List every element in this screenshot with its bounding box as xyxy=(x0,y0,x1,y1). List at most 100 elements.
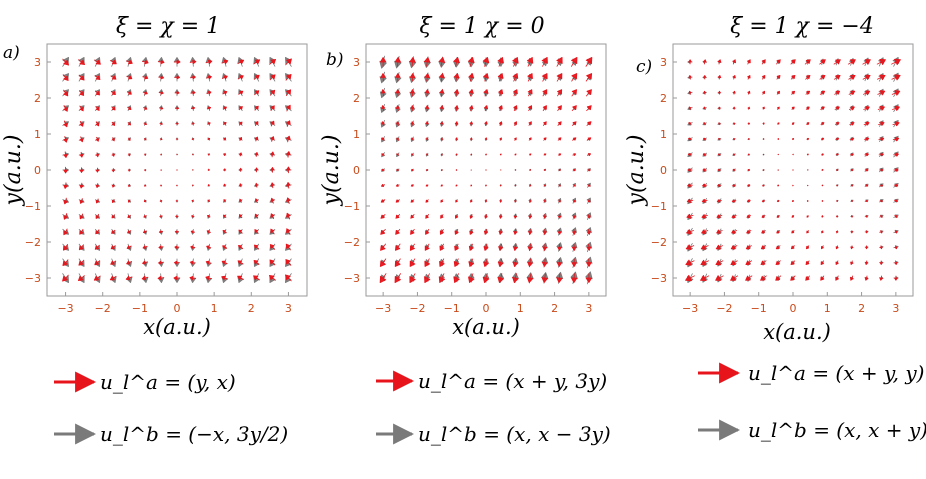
field-a-arrow xyxy=(79,120,84,127)
field-a-arrow xyxy=(424,73,430,82)
field-a-arrow xyxy=(286,151,291,158)
field-a-arrow xyxy=(253,59,261,65)
field-a-arrow xyxy=(79,136,84,143)
field-a-arrow xyxy=(79,182,84,189)
panel-a-arrows xyxy=(62,57,292,283)
field-a-arrow xyxy=(409,73,416,82)
field-a-arrow xyxy=(732,59,736,65)
field-a-arrow xyxy=(410,105,415,111)
field-a-arrow xyxy=(141,59,149,65)
field-a-arrow xyxy=(556,273,563,283)
field-a-arrow xyxy=(485,169,487,171)
field-a-arrow xyxy=(440,121,444,126)
field-a-arrow xyxy=(190,75,196,80)
field-a-arrow xyxy=(762,138,765,140)
field-a-arrow xyxy=(499,199,502,203)
field-a-arrow xyxy=(126,245,132,249)
panel-b: ξ = 1 χ = 0 b) −3 −3 −2 −2 −1 −1 0 0 1 1 2 2 3 3 x(a.… xyxy=(319,14,607,339)
field-a-arrow xyxy=(572,229,577,235)
field-a-arrow xyxy=(541,57,548,67)
field-a-arrow xyxy=(221,59,229,65)
field-a-arrow xyxy=(820,260,825,265)
field-a-arrow xyxy=(439,105,444,111)
panel-b-xlabel: x(a.u.) xyxy=(452,315,520,339)
field-a-arrow xyxy=(792,169,794,171)
y-tick-label: 0 xyxy=(353,164,360,177)
field-a-arrow xyxy=(790,59,796,65)
field-a-arrow xyxy=(174,75,180,80)
field-a-arrow xyxy=(63,228,68,236)
x-tick-label: 1 xyxy=(211,302,218,315)
field-a-arrow xyxy=(529,184,531,187)
field-a-arrow xyxy=(144,184,147,187)
field-a-arrow xyxy=(718,122,721,125)
field-a-arrow xyxy=(700,259,709,266)
field-a-arrow xyxy=(109,275,117,281)
field-a-arrow xyxy=(62,58,69,66)
field-a-arrow xyxy=(747,184,751,187)
field-a-arrow xyxy=(270,213,275,220)
panel-a-xlabel: x(a.u.) xyxy=(143,315,211,339)
field-a-arrow xyxy=(715,275,724,281)
field-a-arrow xyxy=(127,214,131,218)
field-a-arrow xyxy=(716,229,723,234)
field-a-arrow xyxy=(269,259,276,266)
field-a-arrow xyxy=(865,230,868,234)
field-a-arrow xyxy=(93,275,101,281)
field-a-arrow xyxy=(572,184,576,187)
panel-b-tag: b) xyxy=(326,50,344,70)
field-a-arrow xyxy=(894,245,898,250)
field-a-arrow xyxy=(587,168,591,172)
field-a-arrow xyxy=(127,106,132,110)
field-a-arrow xyxy=(95,229,100,235)
field-a-arrow xyxy=(718,138,721,141)
x-tick-label: 0 xyxy=(174,302,181,315)
x-tick-label: −2 xyxy=(409,302,425,315)
field-a-arrow xyxy=(395,89,401,97)
field-a-arrow xyxy=(497,258,504,267)
field-a-arrow xyxy=(776,90,780,95)
field-a-arrow xyxy=(878,137,885,142)
field-a-arrow xyxy=(514,137,517,141)
field-a-arrow xyxy=(557,121,562,126)
field-a-arrow xyxy=(746,214,752,218)
field-a-arrow xyxy=(527,89,533,97)
field-a-arrow xyxy=(557,243,562,251)
legend-a-red-text: u_l^a = (y, x) xyxy=(100,370,236,394)
field-a-arrow xyxy=(468,89,474,97)
field-a-arrow xyxy=(380,228,386,235)
field-a-arrow xyxy=(571,121,577,126)
field-a-arrow xyxy=(850,199,853,202)
panel-b-arrows xyxy=(379,55,593,285)
field-a-arrow xyxy=(717,59,722,65)
field-a-arrow xyxy=(238,106,243,111)
field-a-arrow xyxy=(498,243,504,251)
x-tick-label: 2 xyxy=(551,302,558,315)
field-a-arrow xyxy=(700,244,709,250)
field-a-arrow xyxy=(542,258,548,267)
field-a-arrow xyxy=(159,122,163,125)
field-a-arrow xyxy=(207,168,210,171)
field-a-arrow xyxy=(286,120,291,127)
field-a-arrow xyxy=(395,105,400,111)
field-a-arrow xyxy=(128,168,131,172)
field-a-arrow xyxy=(864,137,870,141)
field-a-arrow xyxy=(688,90,692,95)
field-a-arrow xyxy=(221,260,228,265)
field-a-arrow xyxy=(571,258,577,267)
field-a-arrow xyxy=(142,75,149,80)
field-a-arrow xyxy=(410,121,415,126)
field-a-arrow xyxy=(761,59,766,65)
field-a-arrow xyxy=(143,199,147,203)
field-a-arrow xyxy=(716,214,723,219)
field-a-arrow xyxy=(206,106,211,110)
field-a-arrow xyxy=(455,184,458,187)
field-a-arrow xyxy=(805,260,810,265)
field-a-arrow xyxy=(237,275,244,281)
field-a-arrow xyxy=(484,105,488,112)
field-a-arrow xyxy=(776,230,781,234)
field-a-arrow xyxy=(396,121,400,126)
field-a-arrow xyxy=(791,230,795,234)
field-a-arrow xyxy=(94,260,101,266)
field-a-arrow xyxy=(160,184,162,187)
